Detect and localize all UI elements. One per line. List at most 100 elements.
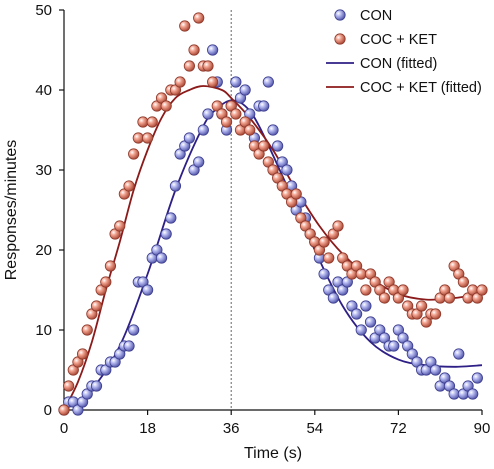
data-point-coc-ket xyxy=(230,108,242,120)
data-point-con xyxy=(258,100,270,112)
y-tick-label: 50 xyxy=(35,2,52,19)
data-point-con xyxy=(123,340,135,352)
data-point-con xyxy=(230,76,242,88)
data-point-coc-ket xyxy=(183,60,195,72)
data-point-con xyxy=(327,292,339,304)
data-point-coc-ket xyxy=(416,300,428,312)
data-point-coc-ket xyxy=(318,236,330,248)
y-tick-label: 40 xyxy=(35,82,52,99)
data-point-con xyxy=(364,316,377,328)
data-point-coc-ket xyxy=(114,220,126,232)
x-tick-label: 18 xyxy=(139,420,156,437)
data-point-coc-ket xyxy=(137,116,149,128)
data-point-con xyxy=(355,324,367,336)
data-point-con xyxy=(262,76,274,88)
data-point-con xyxy=(169,180,182,192)
data-point-con xyxy=(272,140,284,152)
x-tick-label: 54 xyxy=(306,420,323,437)
x-tick-label: 36 xyxy=(223,420,240,437)
legend-item-coc-ket-fitted: COC + KET (fitted) xyxy=(326,80,482,96)
data-point-coc-ket xyxy=(202,60,214,72)
data-point-coc-ket xyxy=(174,76,186,88)
legend-marker xyxy=(334,33,346,45)
data-point-con xyxy=(155,252,168,264)
data-point-coc-ket xyxy=(258,140,270,152)
legend-label: CON (fitted) xyxy=(360,56,437,72)
data-point-coc-ket xyxy=(332,220,344,232)
x-axis-label: Time (s) xyxy=(244,445,302,462)
data-point-con xyxy=(239,84,251,96)
data-point-con xyxy=(90,380,103,392)
legend-item-con-fitted: CON (fitted) xyxy=(326,56,437,72)
data-point-con xyxy=(453,348,465,360)
data-point-con xyxy=(128,324,140,336)
data-point-con xyxy=(207,44,219,56)
data-point-con xyxy=(202,108,214,120)
x-ticks: 0 18 36 54 72 90 xyxy=(60,410,491,437)
data-point-coc-ket xyxy=(323,252,335,264)
data-point-coc-ket xyxy=(90,300,103,312)
data-point-con xyxy=(471,372,483,384)
data-point-coc-ket xyxy=(63,380,75,392)
data-point-con xyxy=(142,284,154,296)
legend-item-coc-ket: COC + KET xyxy=(334,32,437,48)
data-point-con xyxy=(160,228,172,240)
data-point-coc-ket xyxy=(476,284,488,296)
data-point-coc-ket xyxy=(429,308,442,320)
data-point-con xyxy=(467,388,479,400)
data-point-con xyxy=(267,124,279,136)
legend: CON COC + KET CON (fitted) COC + KET (fitte… xyxy=(326,8,482,96)
data-point-con xyxy=(388,340,400,352)
data-point-coc-ket xyxy=(360,284,372,296)
y-tick-label: 0 xyxy=(44,402,52,419)
legend-item-con: CON xyxy=(334,8,392,24)
data-point-con xyxy=(350,308,363,320)
data-point-coc-ket xyxy=(58,404,70,416)
data-point-coc-ket xyxy=(142,132,154,144)
data-point-coc-ket xyxy=(81,324,93,336)
data-point-coc-ket xyxy=(100,276,112,288)
data-point-coc-ket xyxy=(244,124,256,136)
y-ticks: 0 10 20 30 40 50 xyxy=(35,2,64,419)
data-point-coc-ket xyxy=(146,116,158,128)
data-point-coc-ket xyxy=(355,268,367,280)
data-point-coc-ket xyxy=(123,180,135,192)
y-axis-label: Responses/minutes xyxy=(3,140,20,281)
x-tick-label: 0 xyxy=(60,420,68,437)
data-point-coc-ket xyxy=(220,116,233,128)
data-point-con xyxy=(281,164,293,176)
data-point-coc-ket xyxy=(378,292,391,304)
y-tick-label: 20 xyxy=(35,242,52,259)
data-point-coc-ket xyxy=(76,348,89,360)
data-point-coc-ket xyxy=(457,276,470,288)
data-point-coc-ket xyxy=(397,284,409,296)
data-point-coc-ket xyxy=(179,20,191,32)
data-point-con xyxy=(448,388,460,400)
data-point-coc-ket xyxy=(193,12,205,24)
axes: 0 18 36 54 72 90 0 10 20 30 40 50 xyxy=(35,2,490,437)
legend-label: CON xyxy=(360,8,392,24)
data-point-coc-ket xyxy=(443,292,456,304)
data-point-coc-ket xyxy=(132,132,144,144)
data-point-con xyxy=(318,268,330,280)
data-point-coc-ket xyxy=(160,100,172,112)
data-point-con xyxy=(193,156,205,168)
data-points xyxy=(58,12,488,416)
data-point-coc-ket xyxy=(128,148,140,160)
legend-label: COC + KET (fitted) xyxy=(360,80,482,96)
data-point-con xyxy=(360,300,372,312)
data-point-coc-ket xyxy=(207,76,219,88)
data-point-coc-ket xyxy=(290,188,302,200)
x-tick-label: 90 xyxy=(474,420,491,437)
data-point-con xyxy=(197,124,209,136)
data-point-coc-ket xyxy=(188,44,200,56)
legend-label: COC + KET xyxy=(360,32,437,48)
y-tick-label: 30 xyxy=(35,162,52,179)
data-point-con xyxy=(165,212,177,224)
y-tick-label: 10 xyxy=(35,322,52,339)
data-point-con xyxy=(183,132,195,144)
legend-marker xyxy=(334,9,346,21)
x-tick-label: 72 xyxy=(390,420,407,437)
data-point-coc-ket xyxy=(104,260,117,272)
